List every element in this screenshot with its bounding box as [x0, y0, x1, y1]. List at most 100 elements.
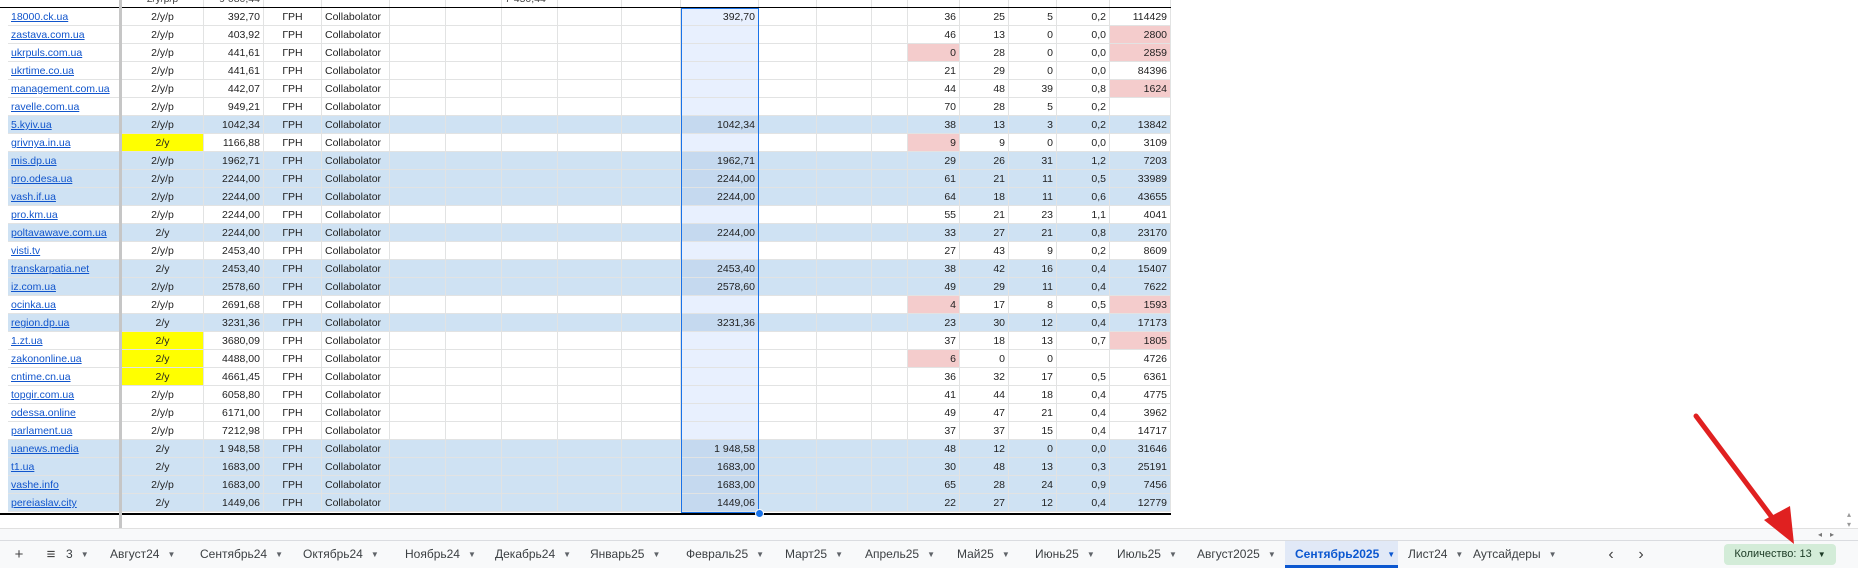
frequency-cell[interactable]: 2/y: [122, 458, 204, 476]
empty-cell[interactable]: [558, 206, 622, 224]
empty-cell[interactable]: [759, 386, 817, 404]
caret-down-icon[interactable]: ▼: [1548, 550, 1557, 559]
metric-cell[interactable]: 8: [1009, 296, 1057, 314]
total-cell[interactable]: 2800: [1110, 26, 1171, 44]
site-cell[interactable]: t1.ua: [8, 458, 120, 476]
empty-cell[interactable]: [502, 44, 558, 62]
empty-cell[interactable]: [872, 458, 908, 476]
metric-cell[interactable]: 21: [1009, 404, 1057, 422]
total-cell[interactable]: 1593: [1110, 296, 1171, 314]
horizontal-scrollbar[interactable]: ◂ ▸: [0, 528, 1858, 540]
metric-cell[interactable]: 4: [908, 296, 960, 314]
metric-cell[interactable]: 9: [908, 134, 960, 152]
price-cell[interactable]: 441,61: [204, 62, 264, 80]
empty-cell[interactable]: [558, 80, 622, 98]
site-cell[interactable]: 18000.ck.ua: [8, 8, 120, 26]
metric-cell[interactable]: 11: [1009, 278, 1057, 296]
selected-amount-cell[interactable]: 2578,60: [681, 278, 759, 296]
metric-cell[interactable]: 21: [960, 206, 1009, 224]
metric-cell[interactable]: 12: [960, 440, 1009, 458]
empty-cell[interactable]: [622, 440, 681, 458]
empty-cell[interactable]: [502, 332, 558, 350]
frequency-cell[interactable]: 2/y/p: [122, 116, 204, 134]
empty-cell[interactable]: [390, 242, 446, 260]
ratio-cell[interactable]: 0,4: [1057, 386, 1110, 404]
price-cell[interactable]: 949,21: [204, 98, 264, 116]
empty-cell[interactable]: [622, 404, 681, 422]
metric-cell[interactable]: 0: [1009, 134, 1057, 152]
ratio-cell[interactable]: 0,5: [1057, 368, 1110, 386]
metric-cell[interactable]: 21: [908, 62, 960, 80]
empty-cell[interactable]: [390, 26, 446, 44]
empty-cell[interactable]: [872, 26, 908, 44]
empty-cell[interactable]: [390, 188, 446, 206]
ratio-cell[interactable]: 0,2: [1057, 116, 1110, 134]
empty-cell[interactable]: [502, 206, 558, 224]
ratio-cell[interactable]: 0,8: [1057, 224, 1110, 242]
sheet-tab[interactable]: Сентябрь2025 ▼: [1285, 541, 1398, 568]
metric-cell[interactable]: 0: [1009, 62, 1057, 80]
ratio-cell[interactable]: 0,0: [1057, 44, 1110, 62]
empty-cell[interactable]: [502, 314, 558, 332]
currency-cell[interactable]: ГРН: [264, 26, 322, 44]
ratio-cell[interactable]: 0,4: [1057, 404, 1110, 422]
metric-cell[interactable]: 13: [1009, 458, 1057, 476]
empty-cell[interactable]: [622, 296, 681, 314]
sheet-tab[interactable]: Февраль25 ▼: [676, 541, 775, 568]
site-cell[interactable]: ocinka.ua: [8, 296, 120, 314]
empty-cell[interactable]: [390, 458, 446, 476]
metric-cell[interactable]: 11: [1009, 188, 1057, 206]
empty-cell[interactable]: [872, 494, 908, 512]
metric-cell[interactable]: 6: [908, 350, 960, 368]
site-link[interactable]: region.dp.ua: [11, 317, 70, 329]
selected-amount-cell[interactable]: 3231,36: [681, 314, 759, 332]
metric-cell[interactable]: 29: [908, 152, 960, 170]
metric-cell[interactable]: 21: [1009, 224, 1057, 242]
empty-cell[interactable]: [390, 170, 446, 188]
empty-cell[interactable]: [872, 296, 908, 314]
currency-cell[interactable]: ГРН: [264, 350, 322, 368]
frequency-cell[interactable]: 2/y/p: [122, 404, 204, 422]
site-link[interactable]: poltavawave.com.ua: [11, 227, 107, 239]
empty-cell[interactable]: [446, 152, 502, 170]
metric-cell[interactable]: 13: [1009, 332, 1057, 350]
empty-cell[interactable]: [759, 8, 817, 26]
empty-cell[interactable]: [622, 44, 681, 62]
empty-cell[interactable]: [390, 8, 446, 26]
empty-cell[interactable]: [558, 242, 622, 260]
ratio-cell[interactable]: 0,8: [1057, 80, 1110, 98]
empty-cell[interactable]: [558, 62, 622, 80]
price-cell[interactable]: 2453,40: [204, 260, 264, 278]
metric-cell[interactable]: 0: [1009, 350, 1057, 368]
empty-cell[interactable]: [390, 386, 446, 404]
empty-cell[interactable]: [817, 260, 872, 278]
metric-cell[interactable]: 27: [960, 224, 1009, 242]
empty-cell[interactable]: [622, 62, 681, 80]
metric-cell[interactable]: 42: [960, 260, 1009, 278]
currency-cell[interactable]: ГРН: [264, 404, 322, 422]
caret-down-icon[interactable]: ▼: [275, 550, 284, 559]
empty-cell[interactable]: [446, 188, 502, 206]
site-cell[interactable]: vashe.info: [8, 476, 120, 494]
empty-cell[interactable]: [759, 98, 817, 116]
empty-cell[interactable]: [390, 350, 446, 368]
total-cell[interactable]: 25191: [1110, 458, 1171, 476]
manager-cell[interactable]: Collabolator: [322, 368, 390, 386]
total-cell[interactable]: 3962: [1110, 404, 1171, 422]
empty-cell[interactable]: [817, 422, 872, 440]
empty-cell[interactable]: [759, 350, 817, 368]
manager-cell[interactable]: Collabolator: [322, 8, 390, 26]
site-link[interactable]: management.com.ua: [11, 83, 110, 95]
manager-cell[interactable]: Collabolator: [322, 278, 390, 296]
empty-cell[interactable]: [390, 134, 446, 152]
empty-cell[interactable]: [759, 188, 817, 206]
selected-amount-cell[interactable]: [681, 242, 759, 260]
empty-cell[interactable]: [872, 62, 908, 80]
empty-cell[interactable]: [502, 80, 558, 98]
metric-cell[interactable]: 3: [1009, 116, 1057, 134]
total-cell[interactable]: [1110, 98, 1171, 116]
total-cell[interactable]: 4041: [1110, 206, 1171, 224]
empty-cell[interactable]: [558, 422, 622, 440]
metric-cell[interactable]: 23: [908, 314, 960, 332]
empty-cell[interactable]: [872, 440, 908, 458]
